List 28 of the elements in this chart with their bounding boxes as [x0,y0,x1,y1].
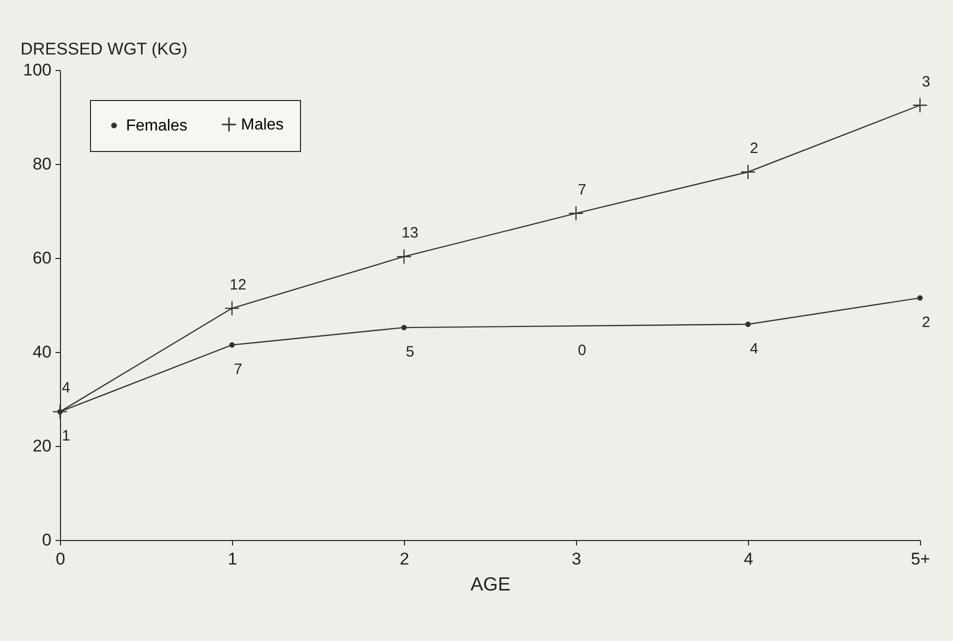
annotation: 1 [62,428,70,445]
annotation: 7 [234,360,242,378]
x-tick-label: 1 [228,550,238,568]
x-tick-label: 4 [744,550,754,568]
legend-label: Females [126,118,188,134]
x-axis-title: AGE [470,574,511,596]
annotation: 5 [406,344,414,361]
annotation: 3 [922,73,930,90]
y-tick-label: 20 [32,436,52,456]
y-tick-label: 100 [23,60,52,80]
annotation: 2 [750,140,758,157]
y-tick-label: 80 [32,154,52,174]
annotation: 7 [578,181,586,198]
x-tick-label: 3 [572,550,582,568]
annotation: 12 [230,276,246,294]
y-axis-title: DRESSED WGT (KG) [20,40,188,58]
annotation: 4 [750,340,758,358]
x-tick-label: 5+ [910,550,930,568]
y-tick-label: 60 [32,248,52,268]
annotation: 13 [402,224,418,242]
annotation: 4 [62,380,70,397]
legend-label: Males [241,116,284,134]
y-tick-label: 0 [42,530,52,550]
x-tick-label: 2 [400,550,410,568]
annotation: 2 [922,314,930,331]
x-tick-label: 0 [56,550,66,568]
y-tick-label: 40 [32,342,52,362]
annotation: 0 [578,342,586,360]
